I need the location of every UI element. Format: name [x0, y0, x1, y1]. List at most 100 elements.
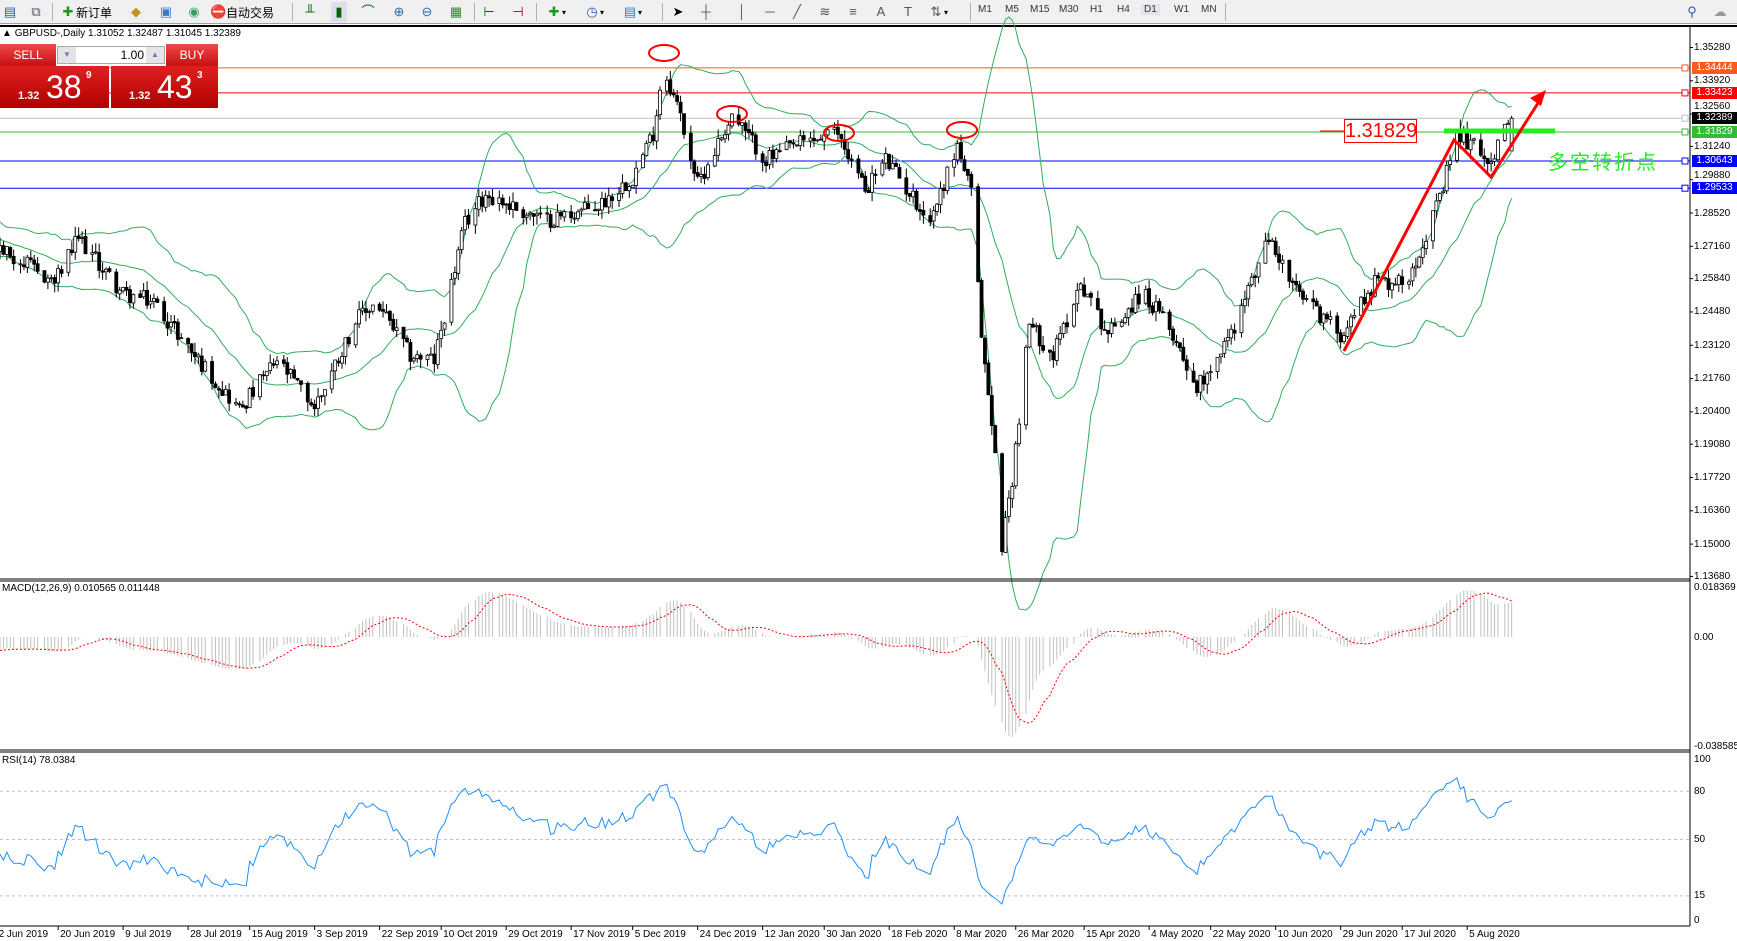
market-watch-icon[interactable]: ▣: [159, 4, 173, 19]
toolbar-separator: [52, 3, 53, 21]
candle-body: [97, 252, 102, 271]
buy-price[interactable]: 1.32 43 3: [111, 66, 218, 108]
search-icon[interactable]: ⚲: [1687, 4, 1697, 19]
lot-size-input[interactable]: ▼ 1.00 ▲: [57, 46, 165, 64]
timeframe-h4[interactable]: H4: [1117, 4, 1130, 15]
candle: [1478, 132, 1483, 158]
cursor-icon[interactable]: ➤: [672, 4, 684, 19]
candle: [1119, 318, 1124, 328]
candle: [1413, 257, 1418, 278]
candle: [1099, 308, 1104, 336]
timeframe-mn[interactable]: MN: [1201, 4, 1217, 15]
candle-body: [846, 149, 851, 160]
profiles-icon[interactable]: ▤: [3, 4, 17, 19]
candle: [487, 190, 491, 207]
new-order-button[interactable]: ✚ 新订单: [60, 2, 112, 22]
horizontal-line-icon[interactable]: ─: [765, 4, 775, 19]
candle: [688, 125, 693, 170]
candle: [128, 285, 132, 309]
zoom-out-icon[interactable]: ⊖: [421, 4, 433, 19]
text-icon[interactable]: A: [876, 4, 886, 19]
candle-body: [511, 201, 515, 210]
candle: [1191, 363, 1196, 383]
candle-body: [617, 193, 621, 201]
trendline-icon[interactable]: ╱: [793, 4, 801, 19]
fibo-fan-icon[interactable]: ≡: [849, 4, 857, 19]
candle-body: [1003, 517, 1008, 553]
candle-body: [945, 166, 950, 191]
candle-body: [480, 196, 485, 207]
text-label-icon[interactable]: T: [904, 4, 912, 19]
candle: [186, 337, 191, 354]
price-axis-label: 1.16360: [1694, 505, 1731, 517]
price-axis-label: 1.32560: [1694, 100, 1731, 112]
candle: [1222, 337, 1227, 358]
timeframe-m30[interactable]: M30: [1059, 4, 1079, 15]
sell-button[interactable]: SELL: [0, 44, 56, 66]
tile-windows-icon[interactable]: ▦: [449, 4, 463, 19]
lot-decrease-button[interactable]: ▼: [58, 47, 76, 63]
candle-body: [1393, 283, 1398, 286]
chart-frame: [0, 25, 1737, 27]
candle-body: [668, 79, 673, 95]
candle-body: [1048, 349, 1052, 353]
candle: [617, 186, 621, 208]
candle-body: [316, 396, 320, 409]
periods-icon[interactable]: ◷ ▾: [586, 4, 605, 19]
candle: [1037, 323, 1042, 355]
bar-chart-icon[interactable]: ╨: [305, 4, 315, 19]
candle-body: [364, 308, 368, 313]
arrows-icon[interactable]: ⇅ ▾: [930, 4, 949, 19]
candle: [497, 190, 502, 212]
candle-body: [391, 319, 396, 331]
candle: [904, 168, 909, 202]
line-chart-icon[interactable]: ⌒: [361, 4, 375, 19]
lot-value[interactable]: 1.00: [120, 48, 144, 62]
timeframe-m15[interactable]: M15: [1030, 4, 1050, 15]
candle: [1314, 297, 1319, 307]
timeframe-w1[interactable]: W1: [1174, 4, 1189, 15]
candle-body: [1208, 371, 1213, 373]
candle: [1171, 325, 1175, 346]
candlestick-icon[interactable]: ▮: [331, 2, 347, 22]
candle-body: [1352, 315, 1357, 318]
lot-increase-button[interactable]: ▲: [146, 47, 164, 63]
candle-body: [165, 321, 170, 329]
candle-body: [1215, 356, 1220, 372]
chart-shift-icon[interactable]: ⊢: [483, 4, 495, 19]
fibonacci-icon[interactable]: ≋: [819, 4, 831, 19]
timeframe-d1[interactable]: D1: [1141, 4, 1160, 15]
timeframe-m5[interactable]: M5: [1005, 4, 1019, 15]
candle-body: [353, 323, 358, 346]
timeframe-m1[interactable]: M1: [978, 4, 992, 15]
date-axis-label: 28 Jul 2019: [190, 929, 242, 940]
indicators-icon[interactable]: ✚ ▾: [548, 4, 567, 19]
zoom-window-icon[interactable]: ⧉: [31, 4, 41, 19]
candle: [1249, 272, 1254, 288]
date-axis-label: 30 Jan 2020: [826, 929, 882, 940]
candle-body: [456, 249, 461, 274]
candle: [870, 165, 874, 202]
candle-body: [384, 311, 389, 314]
gold-icon[interactable]: ◆: [131, 4, 141, 19]
price-axis-label: 1.20400: [1694, 406, 1731, 418]
candle: [240, 400, 245, 408]
buy-button[interactable]: BUY: [166, 44, 218, 66]
vertical-line-icon[interactable]: │: [737, 4, 747, 19]
auto-trading-button[interactable]: ⛔ 自动交易: [210, 2, 274, 22]
timeframe-h1[interactable]: H1: [1090, 4, 1103, 15]
templates-icon[interactable]: ▤ ▾: [623, 4, 643, 19]
candle-body: [264, 370, 269, 377]
candle-body: [1065, 322, 1069, 328]
autoscroll-icon[interactable]: ⊣: [512, 4, 524, 19]
community-icon[interactable]: ☁: [1713, 4, 1727, 19]
crosshair-icon[interactable]: ┼: [701, 4, 711, 19]
candle: [1444, 160, 1449, 194]
candle-body: [45, 277, 50, 283]
signals-icon[interactable]: ◉: [188, 4, 200, 19]
sell-price[interactable]: 1.32 38 9: [0, 66, 109, 108]
zoom-in-icon[interactable]: ⊕: [393, 4, 405, 19]
candle: [873, 168, 878, 185]
candle: [747, 120, 751, 139]
